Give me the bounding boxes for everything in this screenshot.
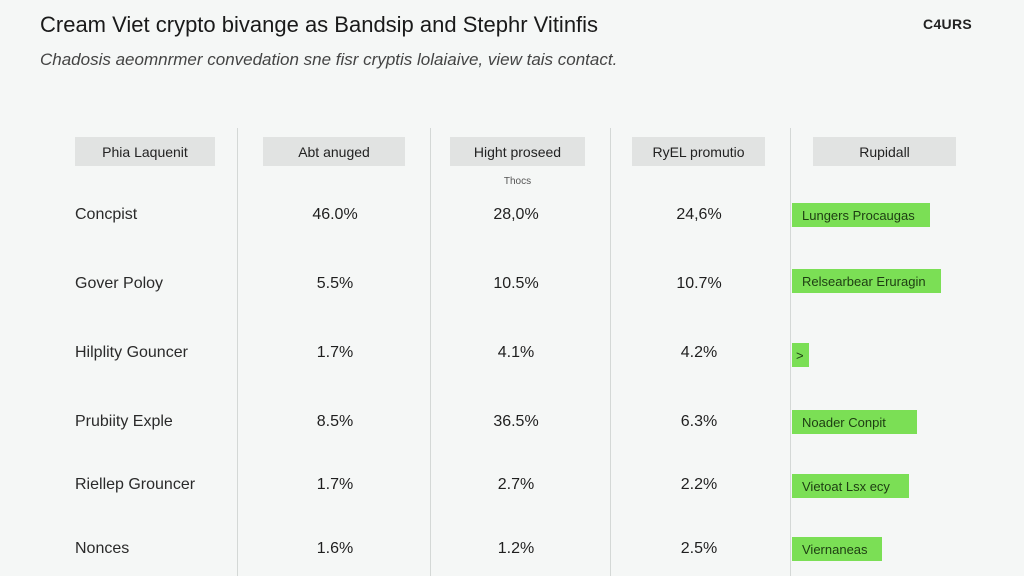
status-tag: Noader Conpit (792, 410, 917, 434)
status-tag: Vietoat Lsx ecy (792, 474, 909, 498)
table-row-label: Hilplity Gouncer (75, 344, 188, 361)
table-cell: 36.5% (493, 413, 539, 430)
column-divider (610, 128, 611, 576)
column-header-3: RyEL promutio (632, 137, 765, 166)
table-row-label: Riellep Grouncer (75, 476, 196, 493)
table-cell: 28,0% (493, 206, 539, 223)
status-tag: Viernaneas (792, 537, 882, 561)
status-tag: Relsearbear Eruragin (792, 269, 941, 293)
table-cell: 1.6% (316, 540, 354, 557)
status-tag: Lungers Procaugas (792, 203, 930, 227)
column-divider (430, 128, 431, 576)
table-cell: 5.5% (316, 275, 354, 292)
column-divider (237, 128, 238, 576)
table-cell: 6.3% (680, 413, 718, 430)
table-row-label: Gover Poloy (75, 275, 164, 292)
table-cell: 46.0% (312, 206, 358, 223)
page-subtitle: Chadosis aeomnrmer convedation sne fisr … (40, 50, 618, 69)
column-header-category: Phia Laquenit (75, 137, 215, 166)
table-cell: 10.7% (676, 275, 722, 292)
table-cell: 24,6% (676, 206, 722, 223)
column-header-tag: Rupidall (813, 137, 956, 166)
brand-logo: C4URS (923, 16, 972, 32)
column-header-1: Abt anuged (263, 137, 405, 166)
table-row-label: Nonces (75, 540, 130, 557)
column-note: Thocs (503, 176, 532, 187)
table-cell: 1.7% (316, 344, 354, 361)
status-tag: > (792, 343, 809, 367)
table-cell: 2.7% (497, 476, 535, 493)
table-cell: 4.2% (680, 344, 718, 361)
column-header-2: Hight proseed (450, 137, 585, 166)
table-cell: 2.2% (680, 476, 718, 493)
table-cell: 1.2% (497, 540, 535, 557)
table-cell: 8.5% (316, 413, 354, 430)
table-cell: 1.7% (316, 476, 354, 493)
table-row-label: Prubiity Exple (75, 413, 173, 430)
column-divider (790, 128, 791, 576)
table-cell: 4.1% (497, 344, 535, 361)
table-row-label: Concpist (75, 206, 138, 223)
page-title: Cream Viet crypto bivange as Bandsip and… (40, 12, 599, 37)
table-cell: 2.5% (680, 540, 718, 557)
table-cell: 10.5% (493, 275, 539, 292)
